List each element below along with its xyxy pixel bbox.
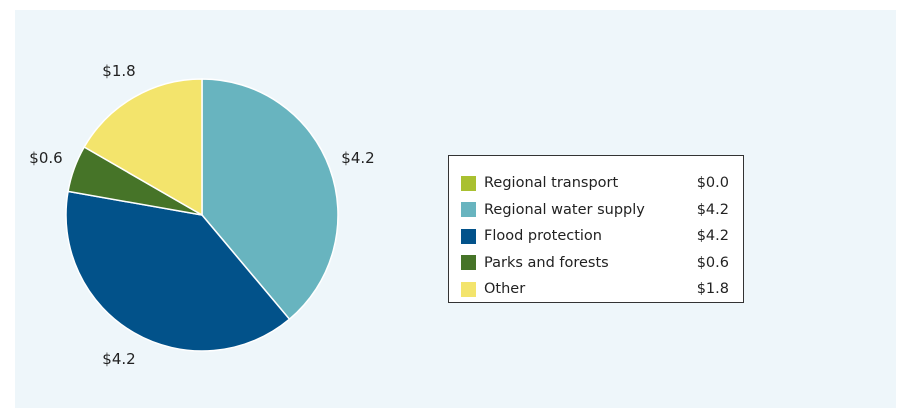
legend-row-parks-and-forests: Parks and forests $0.6 xyxy=(461,250,729,277)
legend-row-regional-transport: Regional transport $0.0 xyxy=(461,170,729,197)
legend-swatch xyxy=(461,202,476,218)
pie-slice-flood-protection xyxy=(65,190,291,352)
pie-slice-regional-water-supply xyxy=(201,78,339,321)
legend-swatch xyxy=(461,228,476,244)
legend-swatch xyxy=(461,255,476,271)
legend-value: $0.6 xyxy=(696,254,729,271)
legend-label: Flood protection xyxy=(484,228,602,245)
slice-label-flood-protection: $4.2 xyxy=(102,350,135,368)
legend-row-flood-protection: Flood protection $4.2 xyxy=(461,223,729,250)
legend-value: $4.2 xyxy=(696,228,729,245)
legend-value: $0.0 xyxy=(696,175,729,192)
legend-value: $1.8 xyxy=(696,281,729,298)
slice-label-parks-and-forests: $0.6 xyxy=(29,149,62,167)
legend-swatch xyxy=(461,175,476,191)
pie-slice-other xyxy=(83,78,203,217)
slice-label-regional-water-supply: $4.2 xyxy=(341,149,374,167)
legend-swatch xyxy=(461,281,476,297)
legend-row-regional-water-supply: Regional water supply $4.2 xyxy=(461,197,729,224)
slice-label-other: $1.8 xyxy=(102,62,135,80)
legend-label: Regional water supply xyxy=(484,201,645,218)
legend-value: $4.2 xyxy=(696,201,729,218)
legend-label: Other xyxy=(484,281,526,298)
legend-row-other: Other $1.8 xyxy=(461,276,729,303)
legend: Regional transport $0.0 Regional water s… xyxy=(448,155,744,303)
legend-label: Regional transport xyxy=(484,175,619,192)
legend-label: Parks and forests xyxy=(484,254,609,271)
